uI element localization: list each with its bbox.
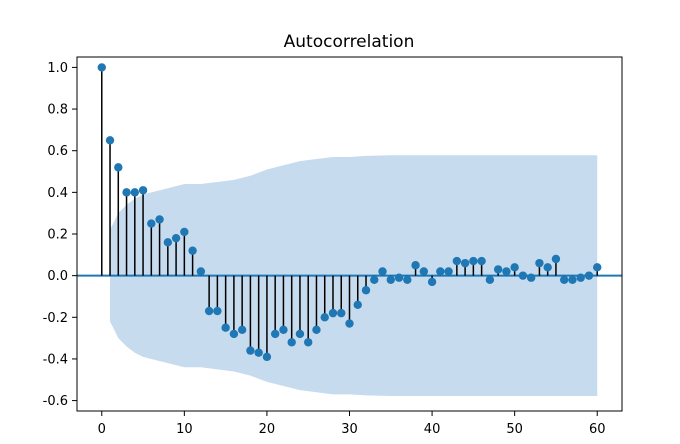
data-point [279,325,288,334]
data-point [403,275,412,285]
data-point [485,275,495,285]
data-point [370,275,379,285]
data-point [518,271,528,280]
stems [101,67,598,357]
x-tick-label: 60 [589,422,606,437]
data-point [510,263,519,272]
y-tick-label: 0.2 [47,228,68,243]
data-point [270,329,280,339]
x-tick-label: 10 [176,422,193,437]
data-point [502,267,511,276]
data-point [345,319,354,328]
y-tick-label: -0.4 [43,352,68,367]
data-point [155,215,164,224]
plot-area [77,63,622,397]
data-point [543,263,552,272]
data-point [180,227,189,237]
data-point [353,300,362,309]
data-point [295,329,305,339]
data-point [147,219,156,228]
data-point [361,286,371,295]
x-tick-label: 40 [424,422,441,437]
data-point [394,273,404,282]
data-point [262,352,272,362]
data-point [551,254,561,264]
data-point [576,273,585,282]
data-point [229,329,239,339]
data-point [171,233,181,243]
data-point [188,246,197,255]
data-point [436,267,445,276]
y-tick-label: -0.6 [43,394,68,409]
chart-title: Autocorrelation [284,32,415,52]
data-point [122,188,131,197]
x-tick-label: 50 [506,422,523,437]
data-point [320,313,329,322]
data-point [460,258,470,268]
data-point [386,275,395,285]
data-point [105,136,115,145]
data-point [196,267,206,276]
data-point [246,346,255,355]
markers [97,63,602,362]
data-point [584,271,594,280]
data-point [97,63,106,72]
data-point [493,265,503,274]
x-axis: 0 10 20 30 40 50 60 [98,411,606,437]
data-point [237,325,247,334]
data-point [452,256,462,266]
y-tick-label: 0.4 [47,186,68,201]
data-point [328,308,338,318]
y-tick-label: 0.0 [47,269,68,284]
data-point [254,348,263,357]
data-point [221,323,230,332]
data-point [477,256,486,266]
data-point [469,256,478,266]
data-point [526,273,536,282]
x-tick-label: 30 [341,422,358,437]
data-point [337,308,346,318]
y-tick-label: 0.8 [47,103,68,118]
data-point [535,258,544,268]
data-point [163,238,173,247]
data-point [114,163,123,172]
y-tick-label: -0.2 [43,311,68,326]
x-tick-label: 20 [259,422,276,437]
data-point [204,306,214,316]
data-point [138,186,148,195]
data-point [559,275,569,285]
data-point [593,263,602,272]
data-point [213,306,222,316]
y-axis: 1.0 0.8 0.6 0.4 0.2 0.0 -0.2 -0.4 -0.6 [43,61,77,409]
data-point [568,275,577,285]
data-point [130,188,140,197]
data-point [312,325,321,334]
data-point [411,261,420,270]
data-point [304,338,313,347]
data-point [287,338,296,347]
data-point [444,267,453,276]
y-tick-label: 1.0 [47,61,68,76]
data-point [427,277,437,287]
y-tick-label: 0.6 [47,144,68,159]
data-point [419,267,429,276]
x-tick-label: 0 [98,422,106,437]
data-point [378,267,387,276]
